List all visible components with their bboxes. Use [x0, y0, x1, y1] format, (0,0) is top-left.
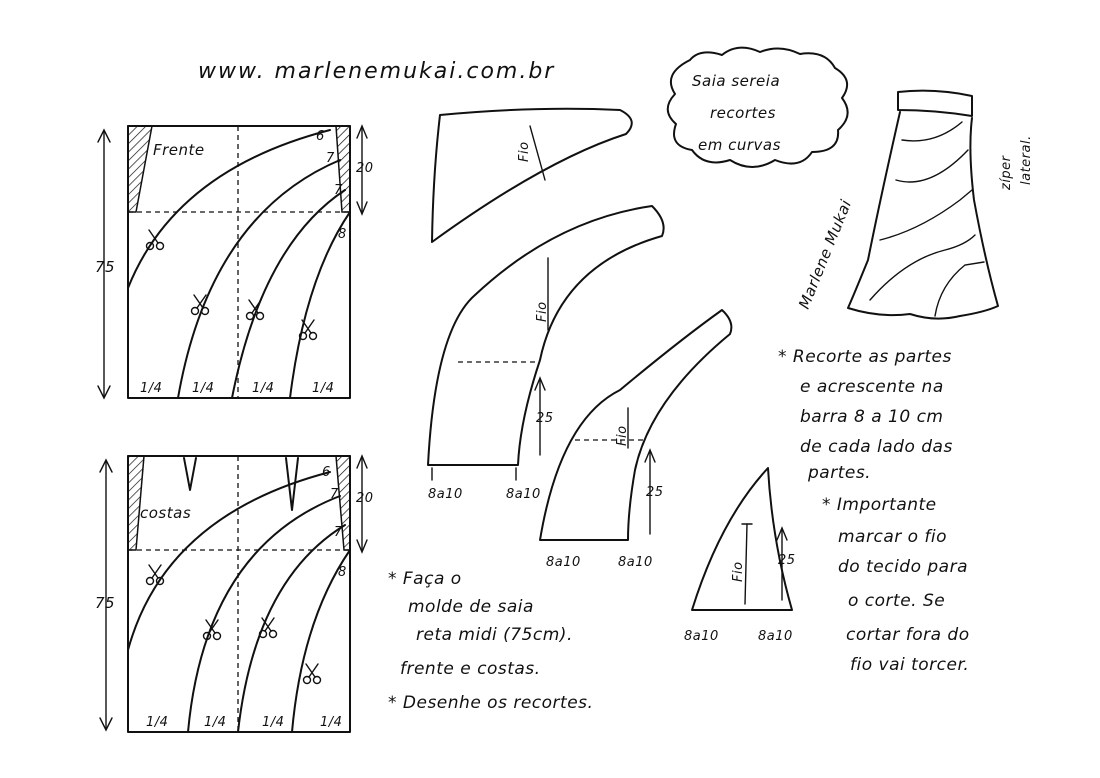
back-left-hatch: [127, 455, 145, 551]
cloud-line-2: recortes: [710, 104, 776, 122]
cloud-line-3: em curvas: [698, 136, 781, 154]
front-quarter-4: 1/4: [312, 381, 334, 396]
instr-right-line-9: o corte. Se: [848, 591, 945, 611]
piece-small-flare-right: 8a10: [758, 629, 793, 644]
instructions-bottom: * Faça o molde de saia reta midi (75cm).…: [388, 569, 593, 713]
back-height-label: 75: [95, 594, 115, 612]
front-panel: Frente 6 7 7 8 1/4 1/4 1/4 1/4 75 20: [95, 124, 374, 400]
instr-bottom-line-1: * Faça o: [388, 569, 462, 589]
instr-right-line-2: e acrescente na: [800, 377, 944, 397]
instr-right-line-4: de cada lado das: [800, 437, 953, 457]
piece-second-flare-left: 8a10: [428, 487, 463, 502]
front-quarter-2: 1/4: [192, 381, 214, 396]
front-waist-depth: 20: [356, 161, 374, 176]
piece-small: 25 Fio 8a10 8a10: [684, 467, 796, 644]
front-offset-2: 7: [326, 151, 335, 166]
website-url: www. marlenemukai.com.br: [198, 59, 555, 84]
front-label: Frente: [153, 141, 205, 159]
instr-right-line-6: * Importante: [822, 495, 937, 515]
skirt-illustration: [847, 89, 999, 320]
front-left-hatch: [127, 125, 153, 213]
back-quarter-4: 1/4: [320, 715, 342, 730]
instr-right-line-1: * Recorte as partes: [778, 347, 952, 367]
piece-small-height: 25: [778, 553, 796, 568]
instr-bottom-line-2: molde de saia: [408, 597, 534, 617]
piece-second: 25 Fio 8a10 8a10: [427, 205, 665, 502]
piece-third-flare-left: 8a10: [546, 555, 581, 570]
instr-right-line-5: partes.: [807, 463, 871, 483]
back-quarter-1: 1/4: [146, 715, 168, 730]
piece-third-grain: Fio: [615, 425, 630, 446]
back-quarter-2: 1/4: [204, 715, 226, 730]
title-cloud: Saia sereia recortes em curvas: [666, 46, 849, 168]
instr-right-line-11: fio vai torcer.: [850, 655, 969, 675]
back-offset-4: 8: [338, 565, 347, 580]
back-offset-2: 7: [330, 487, 339, 502]
instr-right-line-7: marcar o fio: [838, 527, 947, 547]
front-quarter-1: 1/4: [140, 381, 162, 396]
front-offset-3: 7: [334, 183, 343, 198]
piece-small-flare-left: 8a10: [684, 629, 719, 644]
back-waist-depth: 20: [356, 491, 374, 506]
piece-third-height: 25: [646, 485, 664, 500]
piece-second-grain: Fio: [535, 301, 550, 322]
front-height-label: 75: [95, 258, 115, 276]
front-quarter-3: 1/4: [252, 381, 274, 396]
piece-top: Fio: [431, 107, 633, 243]
side-zipper-note: zíper lateral.: [999, 135, 1034, 191]
piece-top-grain: Fio: [517, 141, 532, 162]
piece-small-grain: Fio: [731, 561, 746, 582]
front-offset-1: 6: [316, 129, 325, 144]
front-offset-4: 8: [338, 227, 347, 242]
piece-third: 25 Fio 8a10 8a10: [539, 309, 733, 570]
cloud-line-1: Saia sereia: [692, 72, 780, 90]
zipper-note-line-2: lateral.: [1019, 135, 1034, 185]
instr-right-line-8: do tecido para: [838, 557, 968, 577]
instructions-right: * Recorte as partes e acrescente na barr…: [778, 347, 970, 675]
back-panel: costas 6 7 7 8 1/4 1/4 1/4 1/4 75 20: [95, 454, 374, 733]
artist-signature: Marlene Mukai: [795, 197, 855, 312]
back-quarter-3: 1/4: [262, 715, 284, 730]
piece-second-height: 25: [536, 411, 554, 426]
instr-bottom-line-4: frente e costas.: [400, 659, 541, 679]
front-right-hatch: [335, 125, 351, 213]
instr-right-line-10: cortar fora do: [846, 625, 970, 645]
back-offset-3: 7: [334, 525, 343, 540]
back-offset-1: 6: [322, 465, 331, 480]
piece-second-flare-right: 8a10: [506, 487, 541, 502]
piece-third-flare-right: 8a10: [618, 555, 653, 570]
instr-right-line-3: barra 8 a 10 cm: [800, 407, 944, 427]
instr-bottom-line-5: * Desenhe os recortes.: [388, 693, 593, 713]
back-label: costas: [140, 504, 191, 522]
instr-bottom-line-3: reta midi (75cm).: [416, 625, 573, 645]
zipper-note-line-1: zíper: [999, 154, 1014, 191]
